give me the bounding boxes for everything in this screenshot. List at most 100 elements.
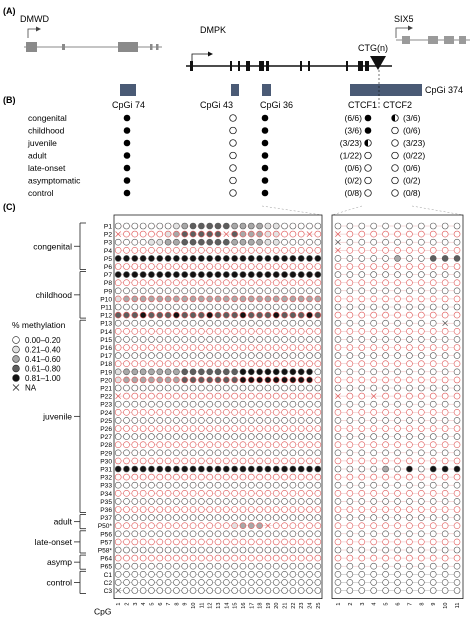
cpg-methylation-dot: [123, 457, 130, 465]
patient-row: P56: [100, 530, 461, 538]
cpg-methylation-dot: [306, 530, 313, 538]
cpg-methylation-dot: [247, 408, 255, 416]
cpg-methylation-dot: [306, 360, 313, 368]
cpg-methylation-dot: [314, 352, 322, 359]
cpg-methylation-dot: [181, 352, 189, 359]
cpg-methylation-dot: [239, 376, 247, 384]
cpg-methylation-dot: [181, 506, 189, 513]
cpg-methylation-dot: [173, 287, 180, 295]
cpg43-methylation-mark: [229, 176, 237, 185]
cpg-methylation-dot: [394, 530, 401, 538]
cpg-methylation-dot: [272, 465, 280, 473]
cpg-methylation-dot: [239, 311, 247, 319]
cpg-methylation-dot: [314, 506, 322, 513]
cpg-methylation-dot: [418, 506, 425, 513]
cpg-methylation-dot: [131, 570, 139, 578]
cpg-methylation-dot: [256, 392, 263, 400]
cpg-methylation-dot: [334, 473, 342, 481]
cpg-methylation-dot: [198, 222, 205, 230]
ctcf1-methylation-mark: [364, 176, 372, 185]
cpg-methylation-dot: [429, 222, 437, 230]
cpg-methylation-dot: [281, 441, 288, 449]
cpg-methylation-dot: [239, 368, 247, 376]
cpg-methylation-dot: [173, 562, 180, 570]
cpg-methylation-dot: [206, 473, 213, 481]
dmpk-exon: [358, 61, 363, 71]
cpg-methylation-dot: [123, 295, 130, 303]
cpg-island-74-label: CpGi 74: [112, 100, 145, 110]
patient-id-label: P6: [104, 264, 112, 271]
patient-id-label: P1: [104, 224, 112, 231]
cpg-methylation-dot: [264, 263, 272, 270]
cpg-methylation-dot: [346, 247, 354, 254]
cpg-methylation-dot: [394, 514, 401, 521]
cpg-methylation-dot: [297, 360, 305, 368]
cpg-methylation-dot: [418, 522, 425, 530]
cpg-methylation-dot: [418, 360, 425, 368]
cpg-methylation-dot: [123, 489, 130, 497]
cpg-methylation-dot: [314, 247, 322, 254]
cpg-methylation-dot: [231, 279, 238, 287]
cpg-methylation-dot: [418, 417, 425, 424]
cpg-methylation-dot: [418, 570, 425, 578]
patient-row: P21: [100, 384, 461, 393]
cpg-methylation-dot: [198, 425, 205, 432]
cpg-methylation-dot: [231, 506, 238, 513]
cpg-methylation-dot: [156, 230, 164, 238]
cpg-methylation-dot: [164, 579, 172, 586]
cpg36-methylation-mark: [261, 152, 269, 159]
cpg-methylation-dot: [131, 376, 139, 384]
cpg-methylation-dot: [239, 360, 247, 368]
cpg-methylation-dot: [382, 433, 389, 440]
cpg-methylation-dot: [223, 506, 230, 513]
patient-id-label: P34: [100, 491, 112, 498]
six5-label: SIX5: [394, 14, 414, 24]
cpg-methylation-dot: [123, 441, 130, 449]
cpg-methylation-dot: [256, 554, 263, 562]
cpg-methylation-dot: [358, 376, 366, 384]
dmpk-exon: [266, 61, 269, 71]
cpg-methylation-dot: [334, 376, 342, 384]
cpg-methylation-dot: [247, 562, 255, 570]
cpg-methylation-dot: [370, 384, 377, 392]
patient-row: P64: [100, 554, 461, 563]
cpg-methylation-dot: [429, 287, 437, 295]
ctcf2-count: (0/6): [403, 163, 421, 173]
cpg-methylation-dot: [394, 408, 401, 416]
cpg-methylation-dot: [382, 570, 389, 578]
cpg-tick-label: 24: [308, 603, 314, 609]
patient-id-label: P29: [100, 450, 112, 457]
cpg-methylation-dot: [334, 570, 342, 578]
cpg-methylation-dot: [370, 562, 377, 570]
cpg-methylation-dot: [214, 562, 222, 570]
cpg-methylation-dot: [148, 376, 155, 384]
cpg-methylation-dot: [418, 425, 425, 432]
cpg-methylation-dot: [206, 522, 213, 530]
cpg-methylation-dot: [148, 417, 155, 424]
cpg-methylation-dot: [281, 230, 288, 238]
cpg-methylation-dot: [156, 247, 164, 254]
cpg-methylation-dot: [189, 271, 197, 278]
cpg-methylation-dot: [223, 514, 230, 521]
cpg-methylation-dot: [123, 417, 130, 424]
legend-item-label: 0.61–0.80: [25, 365, 61, 374]
cpg-methylation-dot: [306, 279, 313, 287]
cpg-methylation-dot: [131, 327, 139, 335]
cpg-methylation-dot: [156, 506, 164, 513]
cpg-methylation-dot: [223, 327, 230, 335]
cpg-methylation-dot: [247, 449, 255, 457]
cpg-methylation-dot: [198, 408, 205, 416]
cpg-methylation-dot: [382, 522, 389, 530]
patient-id-label: P37: [100, 515, 112, 522]
cpg-methylation-dot: [181, 230, 189, 238]
cpg-methylation-dot: [189, 287, 197, 295]
cpg-methylation-dot: [441, 400, 449, 408]
cpg-methylation-dot: [148, 255, 155, 262]
cpg-methylation-dot: [164, 408, 172, 416]
cpg-methylation-dot: [123, 562, 130, 570]
cpg-tick-label: 9: [431, 603, 437, 606]
cpg-methylation-dot: [334, 465, 342, 473]
cpg-methylation-dot: [173, 392, 180, 400]
cpg-methylation-dot: [314, 230, 322, 238]
ctcf1-count: (0/2): [345, 176, 363, 186]
